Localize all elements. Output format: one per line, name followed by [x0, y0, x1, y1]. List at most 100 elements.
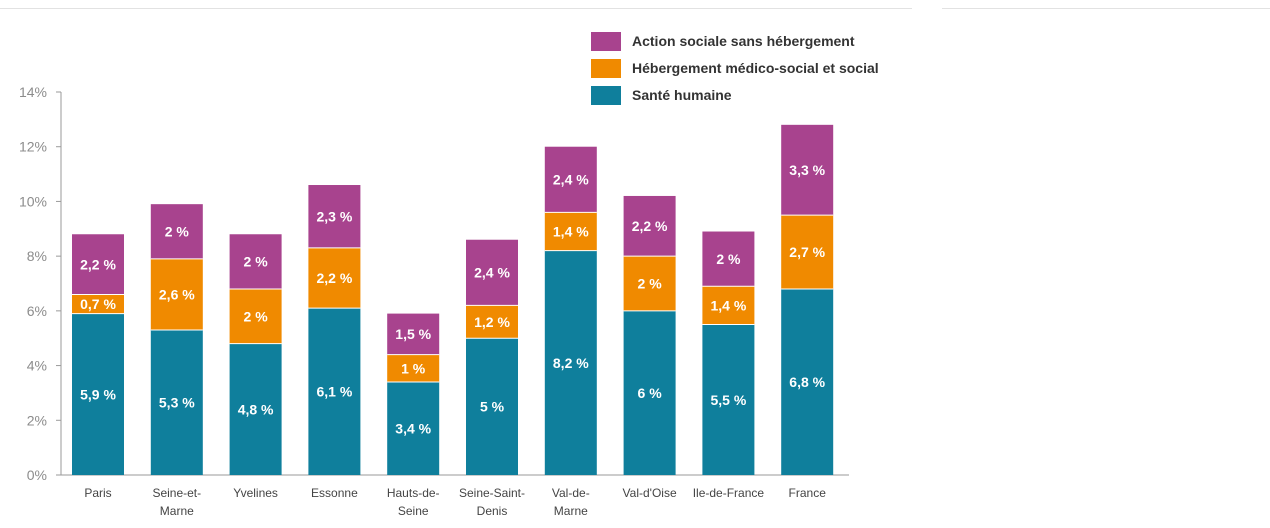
x-tick-label: Ile-de-France: [693, 486, 765, 500]
y-tick-label: 0%: [27, 467, 47, 483]
x-tick-label-line: Hauts-de-: [387, 486, 440, 500]
legend-swatch: [591, 59, 621, 78]
x-tick-label-line: Seine-et-: [152, 486, 201, 500]
x-tick-label: Seine-Saint- Denis: [459, 486, 525, 518]
data-label: 4,8 %: [238, 401, 274, 417]
bar-segment: [544, 146, 597, 213]
data-label: 3,4 %: [395, 420, 431, 436]
legend-swatch: [591, 32, 621, 51]
x-tick-label-line: Val-de-: [552, 486, 590, 500]
y-tick-label: 8%: [27, 248, 47, 264]
data-label: 5,3 %: [159, 395, 195, 411]
data-label: 1 %: [401, 360, 426, 376]
x-tick-label: Val-d'Oise: [623, 486, 677, 500]
bar-segment: [150, 330, 203, 475]
bar-segment: [387, 313, 440, 355]
bar-segment: [150, 258, 203, 331]
data-label: 2,2 %: [632, 218, 668, 234]
bar-segment: [623, 195, 676, 257]
bar-segment: [150, 204, 203, 259]
data-label: 2,3 %: [316, 208, 352, 224]
data-label: 2 %: [716, 251, 741, 267]
bar-segment: [72, 313, 124, 475]
x-tick-label-line: Paris: [84, 486, 111, 500]
data-label: 2,4 %: [474, 265, 510, 281]
data-label: 2 %: [244, 254, 269, 270]
bar-segment: [781, 124, 834, 216]
data-label: 6,8 %: [789, 374, 825, 390]
data-label: 5,9 %: [80, 386, 116, 402]
x-tick-label-line: France: [789, 486, 827, 500]
data-label: 2,6 %: [159, 286, 195, 302]
bars: 5,9 % 0,7 % 2,2 % 5,3 % 2,6 % 2 % 4,8 % 2 % 2 % 6…: [72, 124, 834, 475]
data-label: 2 %: [638, 276, 663, 292]
bar-segment: [702, 231, 755, 287]
bar-segment: [229, 343, 282, 475]
y-tick-label: 6%: [27, 303, 47, 319]
x-tick-label: Essonne: [311, 486, 358, 500]
data-label: 6 %: [638, 385, 663, 401]
bar-segment: [466, 305, 518, 339]
top-divider: [0, 8, 1270, 9]
bar-segment: [72, 294, 124, 314]
bar-segment: [623, 310, 676, 475]
x-tick-label-line: Yvelines: [233, 486, 278, 500]
bar-segment: [466, 239, 518, 306]
data-label: 6,1 %: [316, 384, 352, 400]
y-tick-label: 2%: [27, 412, 47, 428]
data-label: 1,2 %: [474, 314, 510, 330]
x-tick-label-line: Ile-de-France: [693, 486, 765, 500]
y-tick-label: 4%: [27, 358, 47, 374]
bar-segment: [702, 286, 755, 325]
legend-label: Santé humaine: [632, 87, 732, 103]
axes: 0% 2% 4% 6% 8% 10% 12% 14% Paris Seine-et- Marne Yv…: [19, 84, 849, 518]
x-tick-label: Paris: [84, 486, 111, 500]
data-label: 2 %: [165, 224, 190, 240]
data-label: 5 %: [480, 399, 505, 415]
bar-segment: [308, 185, 361, 248]
data-label: 3,3 %: [789, 162, 825, 178]
y-tick-label: 10%: [19, 193, 47, 209]
legend-swatch: [591, 86, 621, 105]
data-label: 1,4 %: [553, 224, 589, 240]
x-tick-label-line: Val-d'Oise: [623, 486, 677, 500]
bar-segment: [544, 250, 597, 475]
y-tick-label: 12%: [19, 139, 47, 155]
x-tick-label-line: Essonne: [311, 486, 358, 500]
legend: Action sociale sans hébergement Hébergeme…: [591, 32, 879, 105]
legend-label: Action sociale sans hébergement: [632, 33, 855, 49]
y-tick-label: 14%: [19, 84, 47, 100]
bar-segment: [308, 308, 361, 475]
data-label: 2,4 %: [553, 172, 589, 188]
x-tick-label-line: Marne: [160, 504, 194, 518]
x-tick-label-line: Denis: [477, 504, 508, 518]
x-tick-label: Hauts-de- Seine: [387, 486, 440, 518]
bar-segment: [229, 234, 282, 289]
bar-segment: [308, 247, 361, 309]
x-tick-label: Yvelines: [233, 486, 278, 500]
top-divider-gap: [912, 8, 942, 9]
legend-label: Hébergement médico-social et social: [632, 60, 879, 76]
bar-segment: [229, 288, 282, 344]
x-tick-label: France: [789, 486, 827, 500]
data-label: 0,7 %: [80, 296, 116, 312]
data-label: 1,4 %: [710, 297, 746, 313]
bar-segment: [387, 354, 440, 382]
bar-segment: [466, 338, 518, 475]
x-tick-label-line: Seine: [398, 504, 429, 518]
bar-segment: [387, 381, 440, 475]
data-label: 2,2 %: [316, 270, 352, 286]
bar-segment: [623, 256, 676, 311]
bar-segment: [781, 215, 834, 289]
data-label: 5,5 %: [710, 392, 746, 408]
x-tick-label-line: Marne: [554, 504, 588, 518]
data-label: 2,7 %: [789, 244, 825, 260]
data-label: 2 %: [244, 308, 269, 324]
data-label: 2,2 %: [80, 256, 116, 272]
bar-segment: [781, 288, 834, 475]
bar-segment: [72, 234, 124, 295]
x-tick-label: Seine-et- Marne: [152, 486, 201, 518]
x-tick-label: Val-de- Marne: [552, 486, 590, 518]
